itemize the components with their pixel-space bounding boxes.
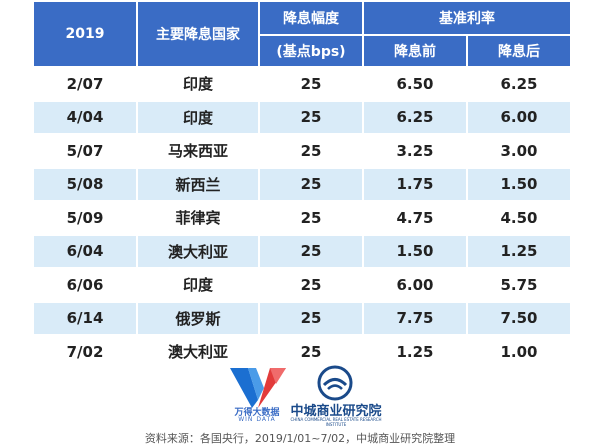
cell-rate-after: 1.50	[466, 166, 572, 202]
cell-date: 5/09	[32, 200, 138, 236]
cell-country: 马来西亚	[136, 133, 260, 169]
cell-rate-before: 3.25	[362, 133, 468, 169]
rate-cut-table: 2019 主要降息国家 降息幅度 基准利率 (基点bps) 降息前 降息后 2/…	[32, 0, 572, 370]
header-cut-unit: (基点bps)	[258, 34, 364, 68]
cell-country: 印度	[136, 267, 260, 303]
cell-rate-after: 6.00	[466, 99, 572, 135]
cell-country: 印度	[136, 66, 260, 102]
table-row: 6/04 澳大利亚 25 1.50 1.25	[32, 233, 572, 269]
cell-date: 6/04	[32, 233, 138, 269]
cell-country: 新西兰	[136, 166, 260, 202]
cell-rate-after: 7.50	[466, 300, 572, 336]
cell-country: 澳大利亚	[136, 334, 260, 370]
cell-rate-before: 1.50	[362, 233, 468, 269]
cell-rate-before: 1.25	[362, 334, 468, 370]
table-body: 2/07 印度 25 6.50 6.25 4/04 印度 25 6.25 6.00 5/07 马来西亚…	[32, 66, 572, 370]
cell-rate-before: 6.50	[362, 66, 468, 102]
cell-rate-after: 6.25	[466, 66, 572, 102]
cell-country: 俄罗斯	[136, 300, 260, 336]
header-before: 降息前	[362, 34, 468, 68]
footer: 万得大数据 WIN DATA 中城商业研究院 CHINA COMMERCIAL …	[0, 364, 600, 445]
cell-rate-after: 4.50	[466, 200, 572, 236]
cell-date: 6/06	[32, 267, 138, 303]
cell-cut: 25	[258, 133, 364, 169]
cell-cut: 25	[258, 334, 364, 370]
header-cut: 降息幅度	[258, 0, 364, 36]
header-after: 降息后	[466, 34, 572, 68]
table-row: 5/09 菲律宾 25 4.75 4.50	[32, 200, 572, 236]
header-year: 2019	[32, 0, 138, 68]
source-note: 资料来源：各国央行，2019/1/01~7/02，中城商业研究院整理	[144, 432, 456, 445]
cell-date: 4/04	[32, 99, 138, 135]
cell-cut: 25	[258, 200, 364, 236]
cell-rate-before: 6.25	[362, 99, 468, 135]
cell-date: 5/07	[32, 133, 138, 169]
cell-rate-before: 7.75	[362, 300, 468, 336]
cell-cut: 25	[258, 99, 364, 135]
cell-cut: 25	[258, 267, 364, 303]
cell-date: 7/02	[32, 334, 138, 370]
cell-rate-before: 6.00	[362, 267, 468, 303]
cell-country: 菲律宾	[136, 200, 260, 236]
wind-logo-text: 万得大数据	[234, 408, 280, 418]
cell-cut: 25	[258, 300, 364, 336]
wind-logo-subtext: WIN DATA	[238, 416, 276, 423]
zc-logo-subtext: CHINA COMMERCIAL REAL ESTATE RESEARCH IN…	[290, 417, 382, 427]
zc-research-logo-icon	[317, 365, 353, 401]
cell-date: 6/14	[32, 300, 138, 336]
cell-date: 5/08	[32, 166, 138, 202]
cell-rate-after: 3.00	[466, 133, 572, 169]
rate-cut-table-container: 2019 主要降息国家 降息幅度 基准利率 (基点bps) 降息前 降息后 2/…	[32, 0, 572, 370]
cell-rate-before: 4.75	[362, 200, 468, 236]
wind-data-logo-icon	[230, 368, 286, 408]
cell-cut: 25	[258, 66, 364, 102]
cell-rate-after: 5.75	[466, 267, 572, 303]
table-row: 5/07 马来西亚 25 3.25 3.00	[32, 133, 572, 169]
cell-rate-after: 1.00	[466, 334, 572, 370]
cell-cut: 25	[258, 166, 364, 202]
header-country: 主要降息国家	[136, 0, 260, 68]
cell-rate-before: 1.75	[362, 166, 468, 202]
cell-date: 2/07	[32, 66, 138, 102]
cell-country: 印度	[136, 99, 260, 135]
table-row: 6/14 俄罗斯 25 7.75 7.50	[32, 300, 572, 336]
table-row: 2/07 印度 25 6.50 6.25	[32, 66, 572, 102]
table-row: 5/08 新西兰 25 1.75 1.50	[32, 166, 572, 202]
zc-logo-text: 中城商业研究院	[290, 404, 382, 419]
cell-cut: 25	[258, 233, 364, 269]
table-row: 7/02 澳大利亚 25 1.25 1.00	[32, 334, 572, 370]
cell-country: 澳大利亚	[136, 233, 260, 269]
table-row: 4/04 印度 25 6.25 6.00	[32, 99, 572, 135]
table-row: 6/06 印度 25 6.00 5.75	[32, 267, 572, 303]
header-base-rate: 基准利率	[362, 0, 572, 36]
table-header: 2019 主要降息国家 降息幅度 基准利率 (基点bps) 降息前 降息后	[32, 0, 572, 68]
cell-rate-after: 1.25	[466, 233, 572, 269]
